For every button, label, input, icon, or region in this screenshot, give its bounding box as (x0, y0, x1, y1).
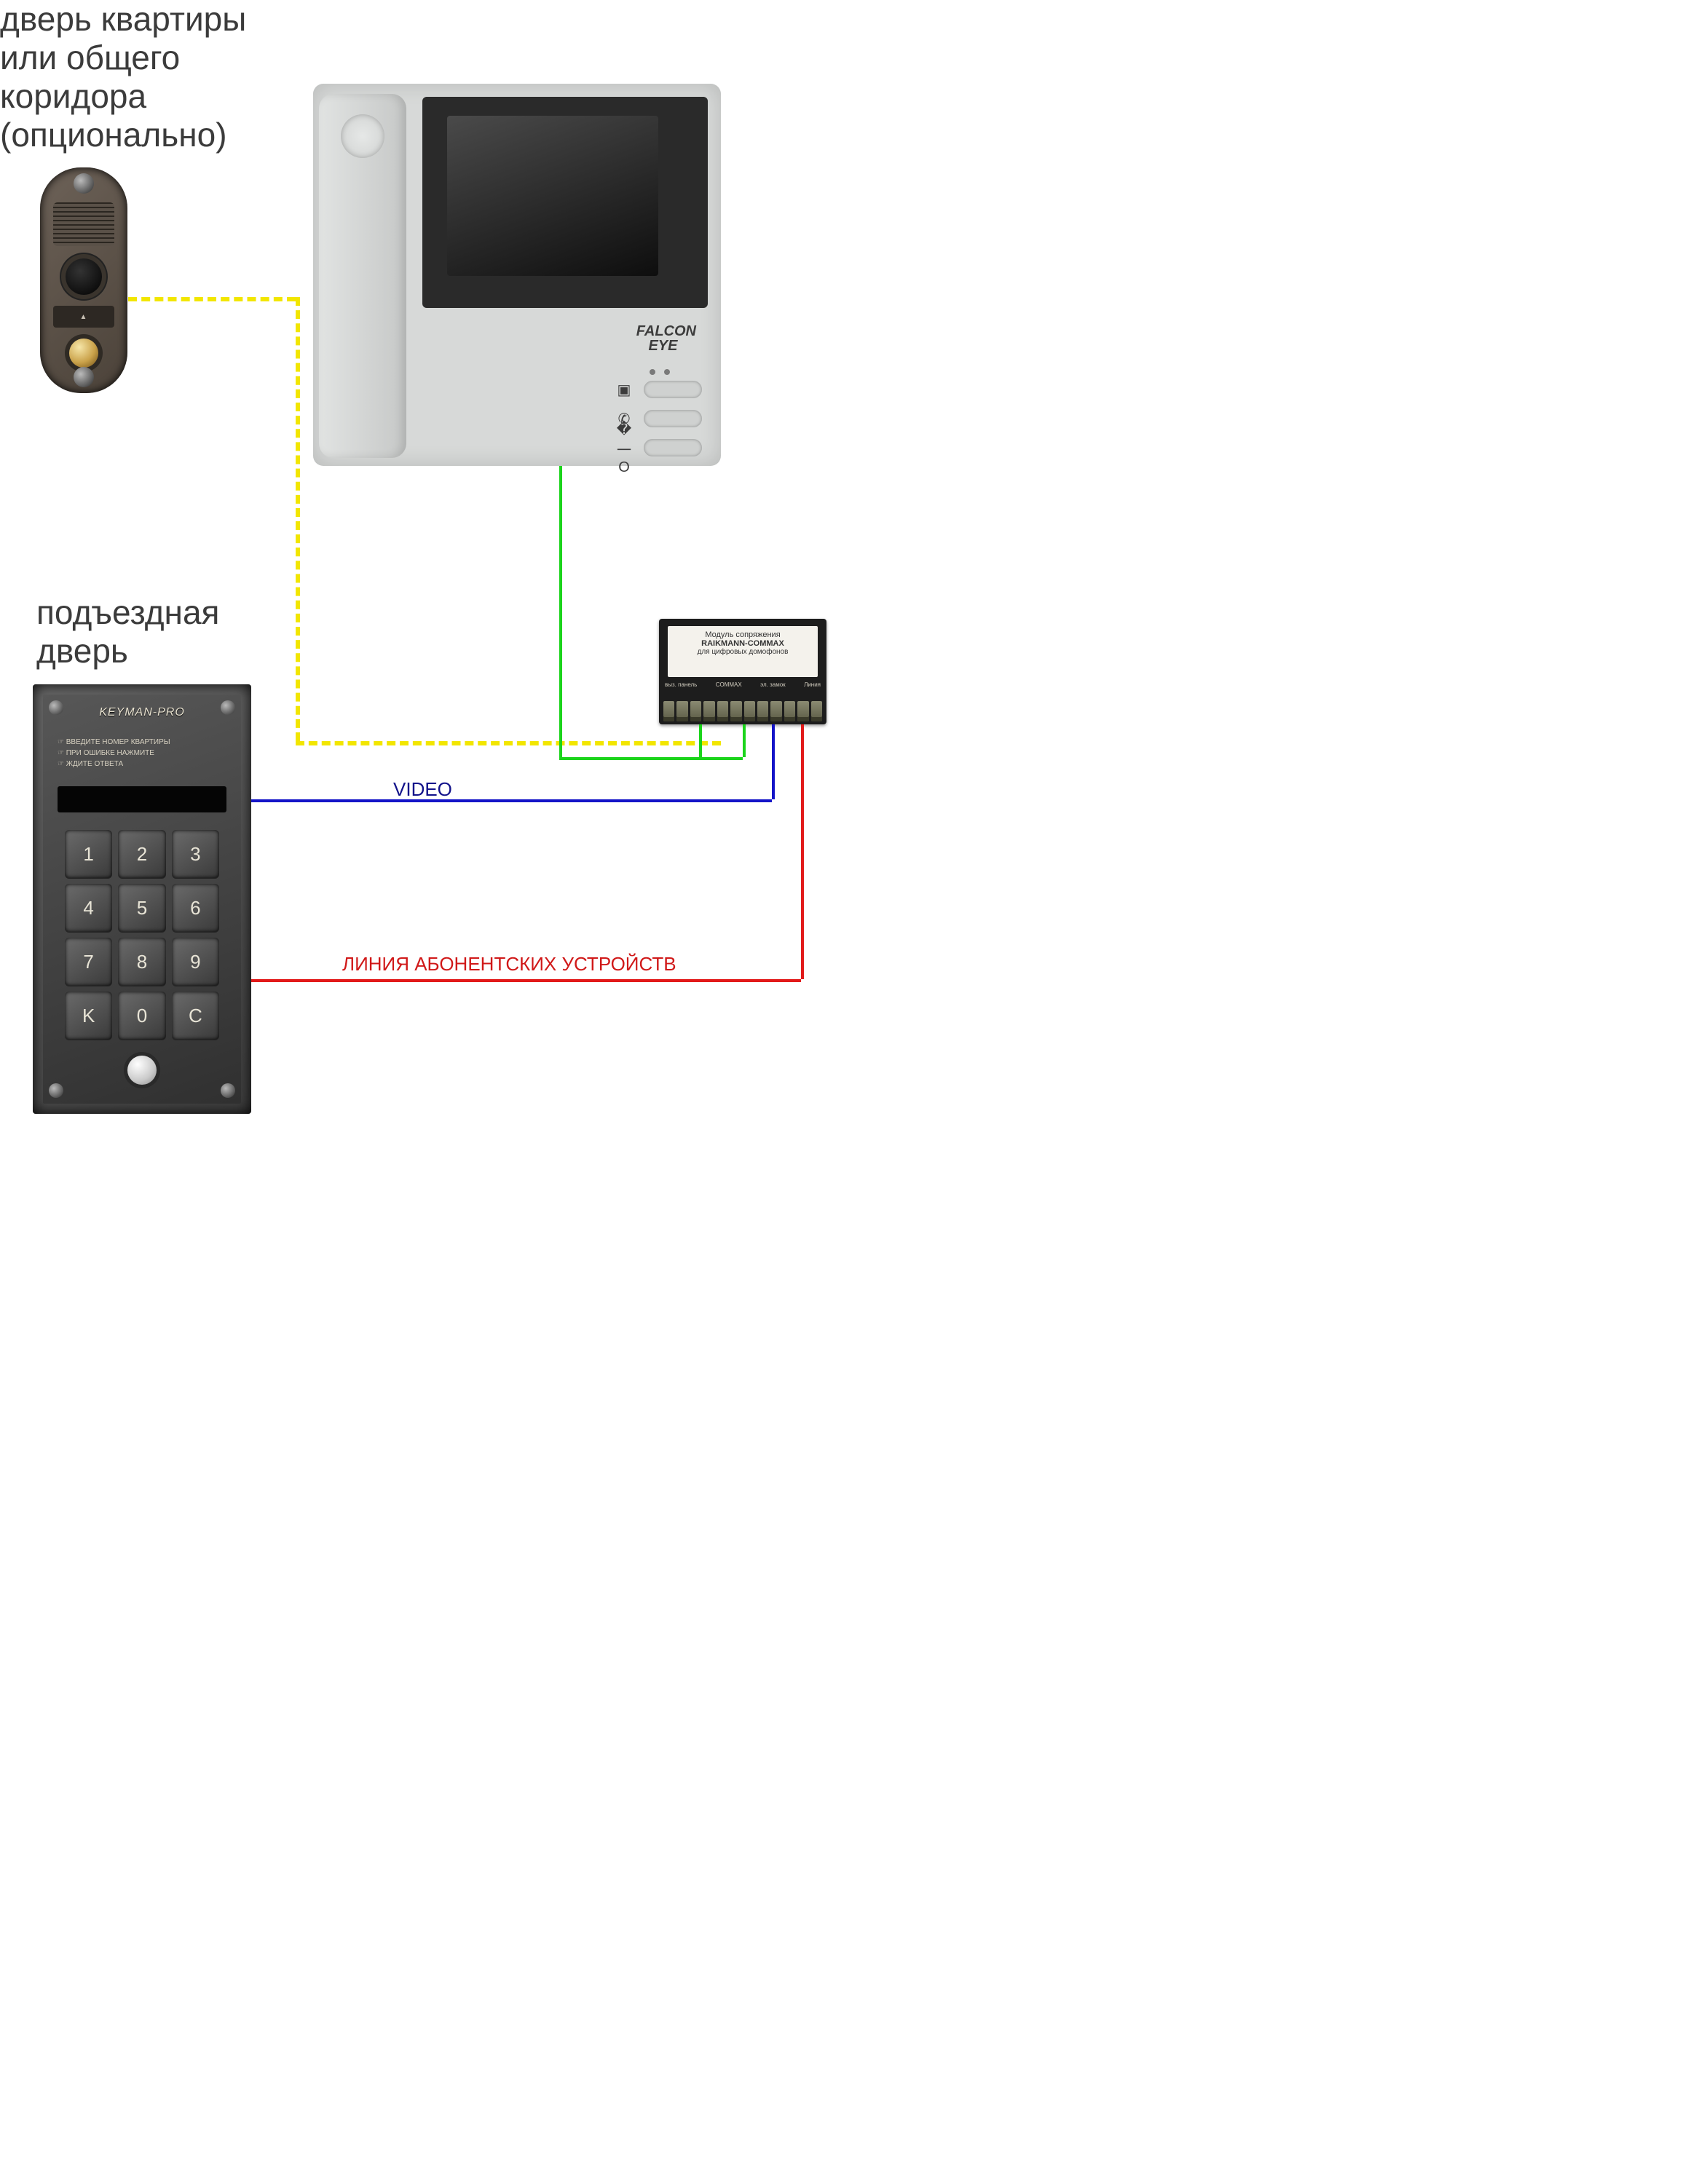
keypad-key-3[interactable]: 3 (172, 830, 219, 878)
module-port-labels: выз. панель COMMAX эл. замок Линия (665, 681, 821, 695)
wire-segment (296, 297, 300, 741)
call-button[interactable] (69, 339, 98, 368)
keypad-key-8[interactable]: 8 (118, 938, 165, 986)
keypad-key-k[interactable]: K (65, 992, 112, 1040)
terminal-pin (770, 701, 781, 721)
terminal-pin (676, 701, 687, 721)
keypad-key-1[interactable]: 1 (65, 830, 112, 878)
keypad-grid: 123 456 789 K0C (65, 830, 219, 1040)
module-line3: для цифровых домофонов (674, 648, 812, 656)
keypad-key-2[interactable]: 2 (118, 830, 165, 878)
apartment-call-panel: ▲ (40, 167, 127, 393)
keypad-key-5[interactable]: 5 (118, 884, 165, 932)
keypad-call-button[interactable] (127, 1056, 157, 1085)
speaker-grille (53, 202, 114, 246)
terminal-pin (717, 701, 728, 721)
wire-segment (296, 741, 721, 745)
terminal-pin (663, 701, 674, 721)
terminal-pin (744, 701, 755, 721)
wire-segment (801, 724, 804, 979)
wire-segment (251, 799, 772, 802)
keypad-key-6[interactable]: 6 (172, 884, 219, 932)
unlock-icon: �一O (615, 420, 634, 476)
entrance-keypad-panel: KEYMAN-PRO ☞ ВВЕДИТЕ НОМЕР КВАРТИРЫ ☞ ПР… (33, 684, 251, 1114)
brand-logo: FALCON EYE (636, 324, 696, 353)
terminal-pin (811, 701, 822, 721)
port-label: выз. панель (665, 681, 697, 695)
port-label: эл. замок (760, 681, 786, 695)
screw-icon (74, 173, 94, 194)
label-entrance-door: подъездная дверь (36, 593, 219, 670)
keypad-key-c[interactable]: C (172, 992, 219, 1040)
screen-bezel (422, 97, 708, 308)
terminal-pin (730, 701, 741, 721)
screen (447, 116, 658, 276)
led-indicator-icon (650, 369, 655, 375)
label-apartment-door: дверь квартиры или общего коридора (опци… (0, 0, 246, 154)
monitor-button-3[interactable] (644, 439, 702, 456)
keypad-key-0[interactable]: 0 (118, 992, 165, 1040)
keypad-key-7[interactable]: 7 (65, 938, 112, 986)
panel-brand-label: ▲ (53, 306, 114, 328)
keypad-display (58, 786, 226, 812)
wire-segment (128, 297, 296, 301)
label-video: VIDEO (393, 779, 452, 801)
screw-icon (74, 367, 94, 387)
terminal-pin (797, 701, 808, 721)
keypad-brand: KEYMAN-PRO (33, 706, 251, 719)
camera-lens-icon (66, 258, 102, 295)
wire-segment (743, 724, 746, 757)
monitor-icon: ▣ (615, 381, 634, 399)
monitor-controls: ▣ ✆ �一O (556, 375, 702, 462)
keypad-instructions: ☞ ВВЕДИТЕ НОМЕР КВАРТИРЫ ☞ ПРИ ОШИБКЕ НА… (58, 737, 226, 769)
keypad-key-9[interactable]: 9 (172, 938, 219, 986)
video-monitor: FALCON EYE ▣ ✆ �一O (313, 84, 721, 466)
monitor-button-1[interactable] (644, 381, 702, 398)
interface-module: Модуль сопряжения RAIKMANN-COMMAX для ци… (659, 619, 826, 724)
module-line1: Модуль сопряжения (674, 630, 812, 639)
wire-segment (699, 757, 743, 760)
wire-segment (251, 979, 801, 982)
terminal-pin (703, 701, 714, 721)
terminal-pin (757, 701, 768, 721)
wire-segment (772, 724, 775, 799)
module-line2: RAIKMANN-COMMAX (674, 639, 812, 648)
port-label: Линия (804, 681, 821, 695)
terminal-pin (690, 701, 701, 721)
port-label: COMMAX (716, 681, 742, 695)
screw-icon (221, 1083, 235, 1098)
module-sticker: Модуль сопряжения RAIKMANN-COMMAX для ци… (668, 626, 818, 677)
label-subscriber-line: ЛИНИЯ АБОНЕНТСКИХ УСТРОЙСТВ (342, 954, 676, 976)
earpiece-icon (341, 114, 384, 158)
screw-icon (49, 1083, 63, 1098)
handset[interactable] (319, 94, 406, 458)
module-terminals (663, 701, 822, 721)
monitor-button-2[interactable] (644, 410, 702, 427)
keypad-key-4[interactable]: 4 (65, 884, 112, 932)
terminal-pin (784, 701, 795, 721)
wire-segment (559, 466, 562, 757)
wire-segment (699, 724, 702, 757)
led-indicator-icon (664, 369, 670, 375)
